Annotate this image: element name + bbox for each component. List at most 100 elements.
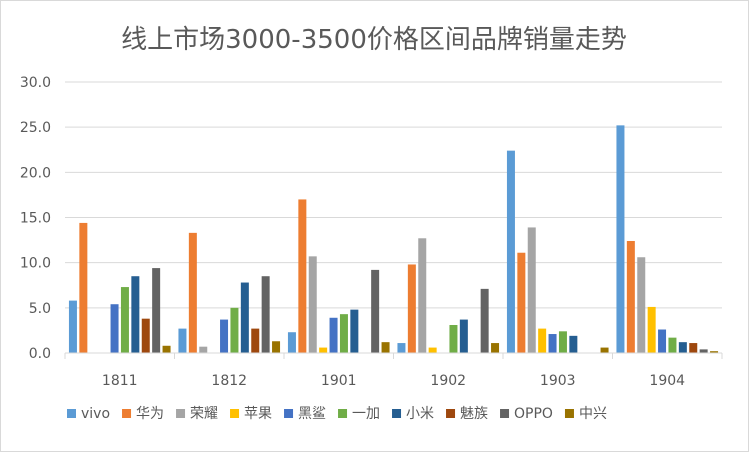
- bar-中兴-1901: [381, 342, 390, 353]
- bar-荣耀-1902: [418, 238, 427, 353]
- legend-item-黑鲨: 黑鲨: [284, 406, 326, 422]
- bar-黑鲨-1812: [220, 319, 229, 353]
- x-axis: 1811 1812 1901 1902 1903 1904: [64, 352, 723, 389]
- bar-中兴-1903: [600, 347, 609, 353]
- bar-vivo-1904: [616, 125, 625, 353]
- legend-item-OPPO: OPPO: [500, 406, 553, 422]
- bar-vivo-1902: [397, 343, 406, 353]
- y-tick-label: 10.0: [20, 256, 51, 272]
- y-tick-label: 25.0: [20, 120, 51, 136]
- legend-swatch: [284, 409, 294, 418]
- x-tick-label: 1903: [540, 373, 576, 389]
- bar-黑鲨-1901: [329, 317, 338, 353]
- bar-vivo-1812: [178, 328, 187, 353]
- legend-swatch: [176, 409, 186, 418]
- bar-一加-1904: [668, 337, 677, 353]
- bar-黑鲨-1903: [548, 334, 557, 353]
- bar-魅族-1904: [689, 343, 698, 353]
- x-tick-label: 1812: [211, 373, 247, 389]
- bar-OPPO-1812: [261, 276, 270, 353]
- legend-swatch: [122, 409, 132, 418]
- bar-小米-1904: [678, 342, 687, 353]
- legend-item-小米: 小米: [392, 406, 434, 422]
- bar-vivo-1811: [68, 300, 77, 353]
- bar-中兴-1811: [162, 345, 171, 353]
- legend-label: 苹果: [244, 406, 272, 422]
- bar-荣耀-1904: [637, 257, 646, 353]
- legend-item-魅族: 魅族: [446, 406, 488, 422]
- legend-label: 荣耀: [190, 406, 218, 422]
- legend-label: OPPO: [514, 406, 553, 422]
- bar-中兴-1904: [710, 351, 719, 353]
- bar-华为-1904: [626, 240, 635, 353]
- bar-黑鲨-1811: [110, 304, 119, 353]
- bar-魅族-1812: [251, 328, 260, 353]
- legend-swatch: [67, 409, 76, 418]
- bar-苹果-1903: [538, 328, 547, 353]
- legend-item-苹果: 苹果: [230, 406, 272, 422]
- legend-item-vivo: vivo: [67, 406, 110, 422]
- bar-魅族-1811: [141, 318, 150, 353]
- bar-vivo-1901: [287, 332, 296, 353]
- bar-华为-1812: [188, 232, 197, 353]
- y-tick-label: 30.0: [20, 75, 51, 91]
- gridlines: [65, 81, 722, 354]
- legend-label: vivo: [81, 406, 110, 422]
- legend-swatch: [392, 409, 402, 418]
- legend-item-中兴: 中兴: [564, 406, 607, 422]
- bar-黑鲨-1904: [658, 329, 667, 353]
- legend-swatch: [446, 409, 456, 418]
- x-tick-label: 1901: [321, 373, 357, 389]
- bar-小米-1903: [569, 335, 578, 353]
- bar-一加-1902: [449, 324, 458, 353]
- bar-小米-1902: [459, 319, 468, 353]
- y-tick-label: 20.0: [20, 165, 51, 181]
- legend: vivo 华为 荣耀 苹果 黑鲨 一加 小米 魅族 OPPO 中兴: [67, 406, 607, 422]
- legend-label: 华为: [136, 406, 164, 422]
- chart-title: 线上市场3000-3500价格区间品牌销量走势: [121, 25, 627, 55]
- legend-label: 黑鲨: [298, 406, 326, 422]
- bar-小米-1901: [350, 309, 359, 353]
- legend-swatch: [230, 409, 240, 418]
- bar-荣耀-1903: [527, 227, 536, 353]
- bar-荣耀-1901: [308, 256, 317, 353]
- y-tick-label: 15.0: [20, 211, 51, 227]
- y-tick-label: 0.0: [29, 346, 51, 362]
- legend-label: 魅族: [460, 406, 488, 422]
- bar-华为-1903: [517, 252, 526, 353]
- bar-中兴-1902: [491, 343, 500, 353]
- legend-item-一加: 一加: [338, 406, 380, 422]
- bar-OPPO-1904: [699, 349, 708, 353]
- bar-OPPO-1902: [480, 288, 489, 353]
- legend-item-荣耀: 荣耀: [176, 406, 218, 422]
- y-tick-label: 5.0: [29, 301, 51, 317]
- legend-item-华为: 华为: [122, 406, 164, 422]
- bar-中兴-1812: [272, 341, 281, 353]
- x-tick-label: 1811: [102, 373, 138, 389]
- legend-swatch: [500, 409, 510, 418]
- bar-华为-1901: [298, 199, 307, 353]
- bar-一加-1901: [339, 314, 348, 353]
- bar-华为-1811: [79, 222, 88, 353]
- legend-label: 小米: [406, 406, 434, 422]
- bar-小米-1811: [131, 276, 140, 353]
- bar-苹果-1904: [647, 306, 656, 353]
- bar-一加-1903: [558, 331, 567, 353]
- bar-荣耀-1812: [199, 346, 208, 353]
- bar-苹果-1902: [428, 347, 437, 353]
- bar-OPPO-1811: [152, 268, 161, 353]
- bar-华为-1902: [407, 264, 416, 353]
- x-tick-label: 1902: [430, 373, 466, 389]
- bar-一加-1812: [230, 307, 239, 353]
- bar-苹果-1901: [319, 347, 328, 353]
- y-axis: 0.0 5.0 10.0 15.0 20.0 25.0 30.0: [20, 75, 51, 362]
- bars: [68, 125, 719, 353]
- legend-swatch: [564, 409, 574, 418]
- legend-label: 中兴: [579, 406, 607, 422]
- bar-vivo-1903: [506, 150, 515, 353]
- bar-OPPO-1901: [371, 269, 380, 353]
- legend-swatch: [338, 409, 348, 418]
- x-tick-label: 1904: [649, 373, 685, 389]
